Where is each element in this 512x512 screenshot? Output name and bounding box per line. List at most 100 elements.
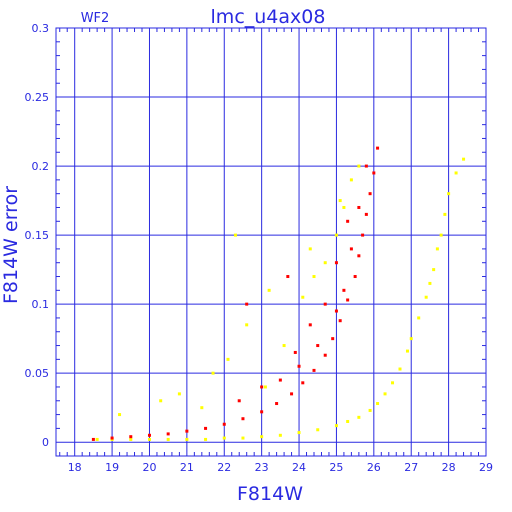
y-tick-label: 0.05 (25, 367, 50, 380)
data-point (409, 337, 413, 341)
data-point (323, 261, 327, 265)
data-point (316, 428, 320, 432)
data-point (428, 281, 432, 285)
y-tick-label: 0 (42, 436, 49, 449)
x-tick-label: 28 (442, 461, 456, 474)
data-point (301, 381, 305, 385)
data-point (222, 422, 226, 426)
plot-frame (55, 27, 487, 457)
data-point (391, 381, 395, 385)
data-point (147, 433, 151, 437)
data-point (439, 233, 443, 237)
data-point (159, 399, 163, 403)
x-tick-label: 26 (367, 461, 381, 474)
data-point (364, 212, 368, 216)
data-point (241, 417, 245, 421)
data-point (346, 419, 350, 423)
data-point (91, 437, 95, 441)
data-point (278, 378, 282, 382)
data-point (447, 192, 451, 196)
data-point (297, 364, 301, 368)
data-point (211, 371, 215, 375)
data-point (222, 436, 226, 440)
data-point (166, 437, 170, 441)
data-point (372, 171, 376, 175)
y-tick-label: 0.3 (32, 22, 50, 35)
data-point (237, 399, 241, 403)
x-tick-label: 25 (329, 461, 343, 474)
data-point (405, 349, 409, 353)
data-point (349, 247, 353, 251)
data-point (383, 392, 387, 396)
data-point (200, 406, 204, 410)
data-point (342, 205, 346, 209)
data-point (204, 437, 208, 441)
data-point (267, 288, 271, 292)
data-point (233, 233, 237, 237)
x-tick-label: 22 (217, 461, 231, 474)
data-point (282, 344, 286, 348)
data-point (293, 350, 297, 354)
data-point (185, 437, 189, 441)
data-point (346, 219, 350, 223)
x-tick-label: 19 (105, 461, 119, 474)
data-point (398, 367, 402, 371)
data-point (334, 424, 338, 428)
data-point (316, 344, 320, 348)
series-1 (95, 157, 466, 441)
data-point (260, 435, 264, 439)
x-tick-label: 21 (180, 461, 194, 474)
data-point (435, 247, 439, 251)
x-tick-label: 23 (255, 461, 269, 474)
data-point (308, 323, 312, 327)
data-point (334, 261, 338, 265)
data-point (376, 402, 380, 406)
data-point (357, 415, 361, 419)
data-point (129, 435, 133, 439)
data-point (353, 275, 357, 279)
x-tick-label: 24 (292, 461, 306, 474)
data-point (368, 192, 372, 196)
data-points (91, 146, 466, 441)
data-point (376, 146, 380, 150)
data-point (204, 426, 208, 430)
data-point (226, 357, 230, 361)
data-point (323, 353, 327, 357)
data-point (308, 247, 312, 251)
data-point (166, 432, 170, 436)
data-point (349, 178, 353, 182)
data-point (278, 433, 282, 437)
data-point (334, 309, 338, 313)
x-tick-label: 27 (404, 461, 418, 474)
data-point (338, 319, 342, 323)
ticks: 18 19 20 21 22 23 24 25 26 27 28 29 0 0.05 0.1 0.15 0.2 0… (25, 22, 494, 474)
data-point (245, 323, 249, 327)
data-point (361, 233, 365, 237)
data-point (338, 199, 342, 203)
x-tick-label: 29 (479, 461, 493, 474)
data-point (118, 413, 122, 417)
data-point (357, 205, 361, 209)
data-point (424, 295, 428, 299)
data-point (263, 385, 267, 389)
series-2 (91, 146, 380, 441)
data-point (454, 171, 458, 175)
data-point (177, 392, 181, 396)
data-point (417, 316, 421, 320)
x-tick-label: 20 (142, 461, 156, 474)
data-point (331, 337, 335, 341)
data-point (364, 164, 368, 168)
y-axis-label: F814W error (0, 186, 22, 304)
data-point (323, 302, 327, 306)
chart-title: lmc_u4ax08 (211, 6, 326, 28)
data-point (443, 212, 447, 216)
data-point (312, 368, 316, 372)
data-point (286, 275, 290, 279)
data-point (357, 164, 361, 168)
data-point (334, 233, 338, 237)
data-point (95, 437, 99, 441)
data-point (110, 436, 114, 440)
y-tick-label: 0.1 (32, 298, 50, 311)
